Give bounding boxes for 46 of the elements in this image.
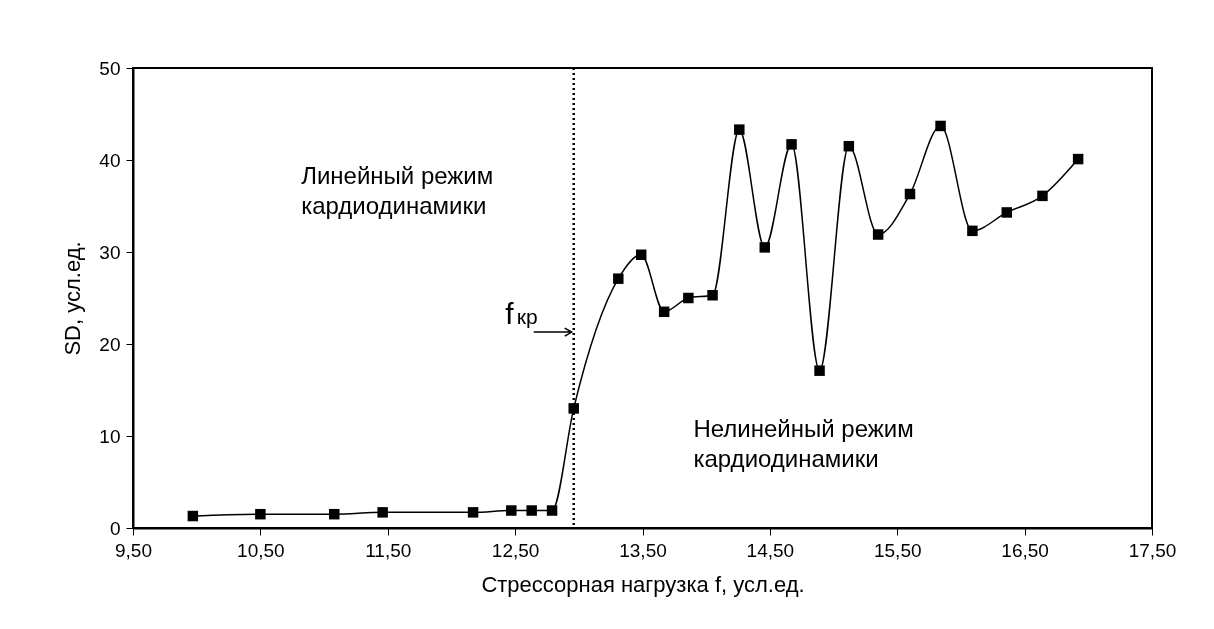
y-tick-label: 20 [99,333,121,355]
point [526,505,537,516]
x-tick-label: 13,50 [619,539,667,561]
x-axis-title: Стрессорная нагрузка f, усл.ед. [481,571,805,597]
x-tick-label: 15,50 [873,539,922,561]
point [506,505,517,516]
point [904,188,916,200]
point [1037,190,1048,202]
x-tick-label: 17,50 [1128,539,1177,561]
point [843,140,855,152]
point [967,225,978,237]
point [786,139,797,150]
point [872,229,884,240]
point [255,508,266,520]
y-tick-label: 40 [99,149,121,171]
x-tick-label: 11,50 [365,539,412,561]
point [683,292,694,304]
point [635,249,647,260]
point [734,124,745,135]
annotation: Линейный режим кардиодинамики [301,161,494,219]
point [1001,207,1013,218]
point [546,505,558,516]
point [707,290,718,301]
point [1072,153,1084,165]
y-tick-label: 10 [99,425,121,447]
point [935,120,946,132]
point [759,242,771,253]
point [568,403,579,414]
point [329,508,340,520]
x-tick-label: 16,50 [1001,539,1049,561]
point [187,510,199,522]
point [613,273,624,284]
annotation: Нелинейный режим кардиодинамики [693,414,914,472]
point [658,306,670,318]
y-tick-label: 50 [99,57,121,79]
x-tick-label: 9,50 [115,539,152,561]
point [377,507,388,518]
y-axis-title: SD, усл.ед. [60,241,86,356]
x-tick-label: 12,50 [491,539,540,561]
y-tick-label: 30 [99,241,121,263]
y-tick-label: 0 [109,517,121,539]
point [467,507,479,518]
x-tick-label: 10,50 [237,539,285,561]
point [814,365,825,376]
annotation: fкр [505,297,538,331]
x-tick-label: 14,50 [746,539,795,561]
